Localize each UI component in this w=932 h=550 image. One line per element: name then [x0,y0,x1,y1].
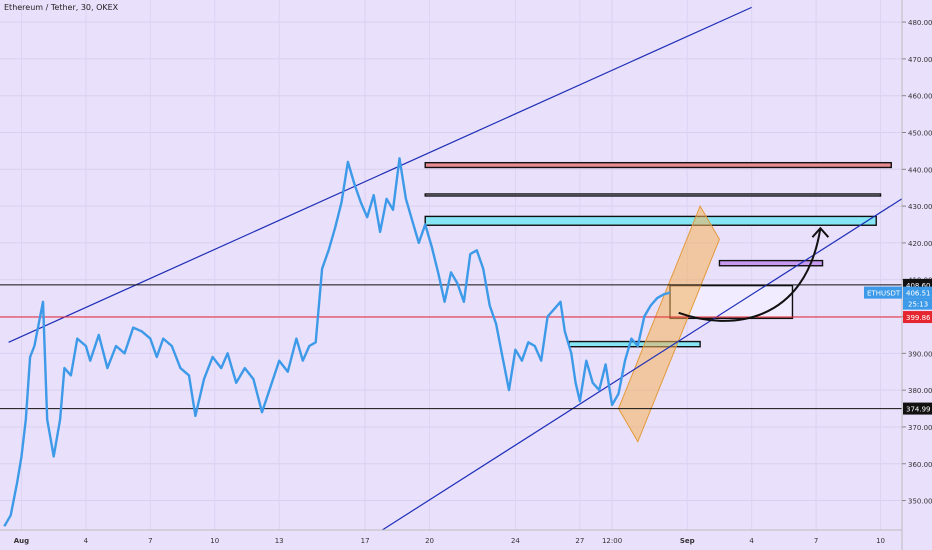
x-tick-label: 10 [210,537,219,545]
price-badge-symbol: ETHUSDT [867,290,901,298]
level-label-text: 374.99 [906,406,931,414]
x-tick-label: 12:00 [602,537,622,545]
x-tick-label: 4 [84,537,89,545]
x-tick-label: 27 [575,537,584,545]
x-tick-label: Aug [14,537,29,545]
price-badge-symbol-bg [864,286,902,299]
price-badge-value: 406.51 [906,290,931,298]
price-badge-countdown: 25:13 [908,301,928,309]
y-tick-label: 470.00 [908,56,932,64]
x-tick-label: Sep [680,537,695,545]
arrow-head [811,226,830,238]
y-tick-label: 450.00 [908,130,932,138]
y-tick-label: 440.00 [908,166,932,174]
level-label: 399.86 [903,311,932,324]
channel-lower-line [381,198,903,531]
zone-rect [424,193,882,197]
chart-title: Ethereum / Tether, 30, OKEX [4,3,119,12]
parallel-channel [617,204,721,443]
zone-rect [424,215,877,226]
price-badge-value-bg [903,286,932,299]
zone-rect [718,259,824,267]
x-tick-label: 4 [749,537,754,545]
price-line [3,157,671,527]
y-tick-label: 360.00 [908,461,932,469]
level-label-text: 408.60 [906,282,931,290]
y-tick-label: 480.00 [908,19,932,27]
x-tick-label: 20 [425,537,434,545]
level-label-bg [903,402,932,415]
zone-rect [424,161,892,169]
level-label-bg [903,311,932,324]
level-label-text: 399.86 [906,314,931,322]
y-tick-label: 420.00 [908,240,932,248]
y-tick-label: 390.00 [908,350,932,358]
y-tick-label: 460.00 [908,93,932,101]
price-badge: ETHUSDT 406.51 25:13 [864,286,932,310]
channel-upper-line [8,6,752,343]
x-tick-label: 10 [876,537,885,545]
y-tick-label: 380.00 [908,387,932,395]
y-tick-label: 370.00 [908,424,932,432]
curved-arrow [678,228,822,322]
y-tick-label: 430.00 [908,203,932,211]
level-label: 374.99 [903,402,932,415]
price-badge-countdown-bg [903,298,932,310]
x-tick-label: 7 [148,537,152,545]
x-tick-label: 24 [511,537,520,545]
y-tick-label: 350.00 [908,498,932,506]
x-tick-label: 7 [814,537,818,545]
x-tick-label: 13 [275,537,284,545]
x-tick-label: 17 [361,537,370,545]
